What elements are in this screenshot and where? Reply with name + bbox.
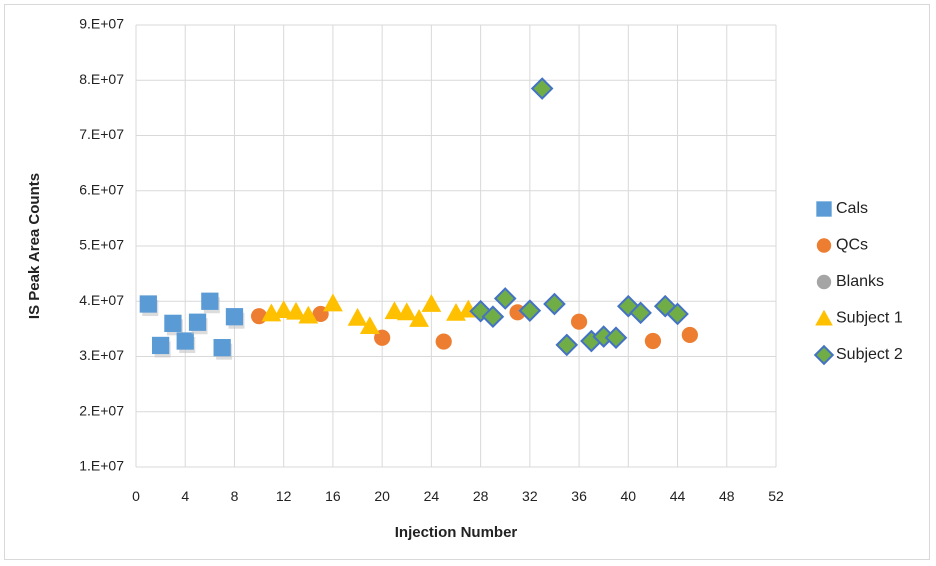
data-point — [666, 302, 689, 326]
x-axis-title: Injection Number — [395, 524, 518, 541]
x-tick-label: 28 — [473, 488, 489, 504]
data-point — [359, 316, 380, 335]
x-tick-label: 36 — [571, 488, 587, 504]
legend-marker — [816, 201, 832, 217]
legend-label: Subject 2 — [836, 346, 903, 363]
y-tick-label: 6.E+07 — [79, 181, 124, 197]
data-point — [286, 301, 306, 320]
data-point — [543, 292, 566, 316]
data-point — [188, 313, 207, 331]
y-tick-label: 4.E+07 — [79, 292, 124, 308]
legend-marker — [816, 274, 832, 290]
series-cals — [139, 292, 245, 360]
x-tick-label: 32 — [522, 488, 538, 504]
y-tick-label: 3.E+07 — [79, 347, 124, 363]
legend-label: Blanks — [836, 273, 884, 290]
y-tick-label: 2.E+07 — [79, 402, 124, 418]
legend-item-cals: Cals — [816, 200, 868, 217]
legend-marker — [816, 238, 832, 253]
data-point — [225, 308, 244, 326]
data-point — [644, 332, 662, 350]
data-point — [151, 336, 170, 355]
data-point — [518, 299, 542, 322]
x-tick-label: 44 — [670, 488, 686, 504]
data-point — [201, 292, 219, 310]
y-tick-label: 5.E+07 — [79, 237, 124, 253]
data-point — [629, 301, 652, 325]
y-tick-label: 7.E+07 — [79, 126, 124, 142]
data-point — [298, 305, 319, 324]
legend-label: QCs — [836, 237, 868, 254]
legend-item-subject-2: Subject 2 — [813, 344, 903, 366]
chart-frame — [4, 4, 930, 560]
x-tick-label: 24 — [424, 488, 440, 504]
x-tick-label: 48 — [719, 488, 735, 504]
legend-marker — [815, 309, 833, 326]
x-tick-label: 0 — [132, 488, 140, 504]
x-tick-label: 40 — [621, 488, 637, 504]
x-tick-label: 4 — [181, 488, 189, 504]
x-tick-labels: 0 4 8 12 16 20 24 28 32 36 40 44 48 52 — [132, 488, 784, 504]
x-tick-label: 16 — [325, 488, 341, 504]
data-point — [570, 313, 588, 330]
y-tick-label: 9.E+07 — [79, 16, 124, 32]
data-point — [176, 332, 194, 350]
series-qcs — [250, 304, 698, 350]
data-point — [435, 333, 452, 350]
legend-item-blanks: Blanks — [816, 273, 884, 290]
y-tick-label: 1.E+07 — [79, 458, 124, 474]
data-point — [530, 77, 554, 100]
data-point — [493, 287, 517, 310]
data-point — [555, 333, 579, 357]
legend-item-qcs: QCs — [816, 237, 868, 254]
legend-item-subject-1: Subject 1 — [815, 309, 903, 327]
series-subject-2 — [469, 77, 689, 357]
series-subject-1 — [261, 293, 479, 335]
data-point — [273, 300, 294, 319]
legend-marker — [813, 344, 835, 366]
data-point — [481, 305, 505, 329]
legend-label: Subject 1 — [836, 310, 903, 327]
data-point — [396, 302, 417, 321]
x-tick-label: 52 — [768, 488, 784, 504]
data-point — [384, 301, 405, 320]
x-tick-label: 12 — [276, 488, 292, 504]
y-tick-labels: 1.E+07 2.E+07 3.E+07 4.E+07 5.E+07 6.E+07 7.E+… — [79, 16, 124, 474]
legend: Cals QCs Blanks Subject 1 Subject 2 — [813, 200, 903, 366]
data-point — [604, 326, 628, 350]
data-point — [139, 295, 157, 313]
data-point — [323, 293, 343, 312]
legend-label: Cals — [836, 200, 868, 217]
x-tick-label: 8 — [231, 488, 239, 504]
y-tick-label: 8.E+07 — [79, 71, 124, 87]
data-point — [347, 307, 368, 326]
x-tick-label: 20 — [374, 488, 390, 504]
data-point — [681, 326, 698, 344]
data-point — [409, 309, 429, 327]
data-point — [213, 339, 231, 357]
data-point — [421, 294, 442, 312]
data-point — [164, 314, 182, 332]
y-axis-title: IS Peak Area Counts — [26, 173, 43, 319]
gridlines — [135, 24, 777, 468]
data-points — [139, 77, 698, 360]
